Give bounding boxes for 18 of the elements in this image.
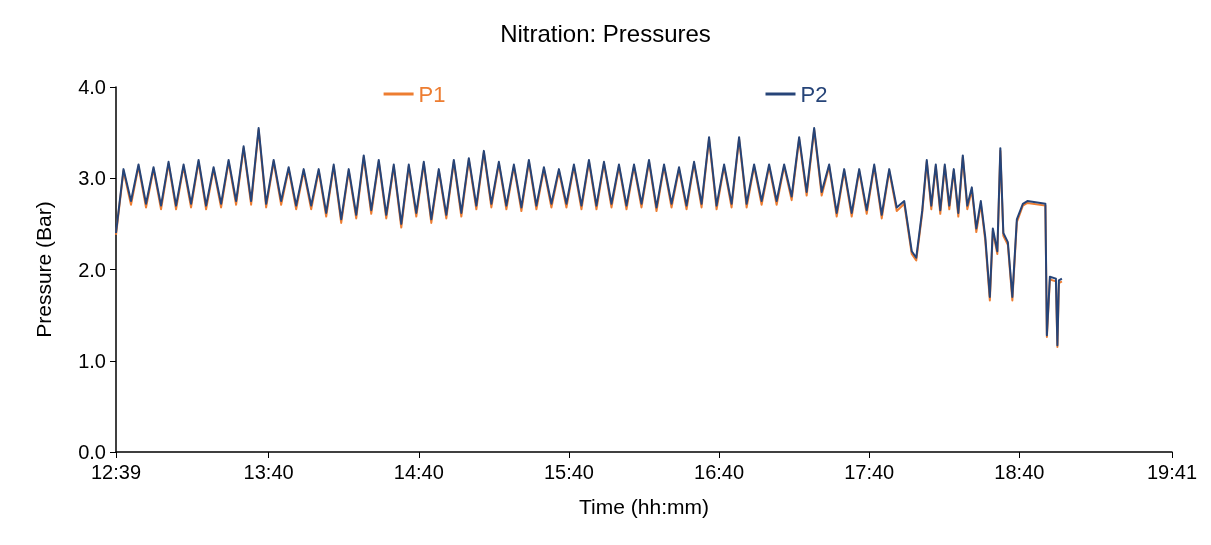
chart-title: Nitration: Pressures [500, 19, 711, 47]
legend-label: P1 [418, 81, 446, 107]
y-tick-label: 1.0 [78, 349, 106, 372]
y-axis-title: Pressure (Bar) [32, 201, 55, 338]
y-tick-label: 0.0 [78, 441, 106, 463]
x-tick-label: 18:40 [994, 461, 1045, 483]
x-tick-label: 14:40 [393, 461, 444, 483]
y-tick-label: 3.0 [78, 167, 106, 190]
y-tick-label: 4.0 [78, 76, 106, 98]
x-axis-title: Time (hh:mm) [579, 495, 709, 518]
x-tick-label: 17:40 [844, 461, 895, 483]
legend-label: P2 [800, 81, 828, 107]
y-tick-label: 2.0 [78, 258, 106, 281]
x-tick-label: 15:40 [543, 461, 594, 483]
x-tick-label: 13:40 [243, 461, 294, 483]
x-tick-label: 16:40 [694, 461, 745, 483]
x-tick-label: 19:41 [1146, 461, 1198, 483]
x-tick-label: 12:39 [90, 461, 142, 483]
